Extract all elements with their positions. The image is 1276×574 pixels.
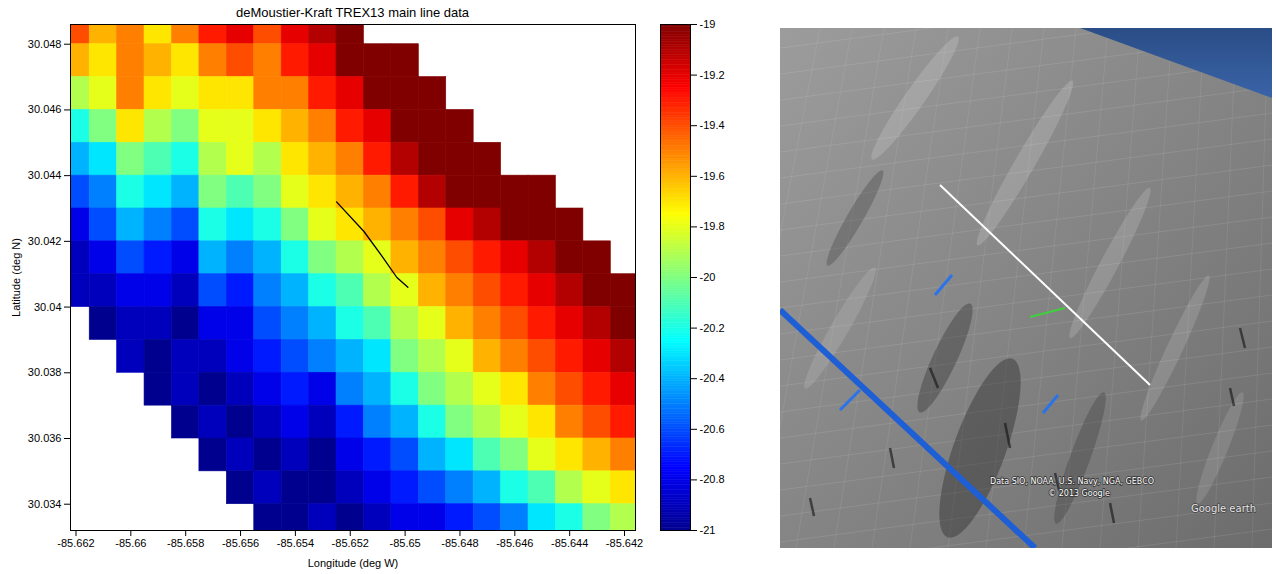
svg-text:-85.642: -85.642 (606, 537, 643, 549)
svg-text:30.036: 30.036 (28, 432, 62, 444)
svg-text:-19: -19 (700, 18, 716, 30)
svg-text:-19.4: -19.4 (700, 119, 725, 131)
svg-text:-20: -20 (700, 271, 716, 283)
svg-text:-20.8: -20.8 (700, 473, 725, 485)
svg-text:Data SIO, NOAA, U.S. Navy, NGA: Data SIO, NOAA, U.S. Navy, NGA, GEBCO (990, 477, 1154, 486)
svg-text:-85.652: -85.652 (332, 537, 369, 549)
svg-text:-19.6: -19.6 (700, 170, 725, 182)
svg-text:30.048: 30.048 (28, 38, 62, 50)
svg-text:-85.648: -85.648 (441, 537, 478, 549)
svg-text:-21: -21 (700, 524, 716, 536)
svg-text:-85.646: -85.646 (496, 537, 533, 549)
svg-text:Google earth: Google earth (1191, 503, 1256, 514)
svg-text:-20.6: -20.6 (700, 423, 725, 435)
svg-text:-19.2: -19.2 (700, 69, 725, 81)
svg-text:Longitude (deg W): Longitude (deg W) (308, 557, 399, 569)
svg-text:30.046: 30.046 (28, 103, 62, 115)
svg-text:30.04: 30.04 (34, 301, 62, 313)
svg-text:-85.644: -85.644 (551, 537, 588, 549)
svg-text:-85.66: -85.66 (115, 537, 146, 549)
svg-text:© 2013 Google: © 2013 Google (1048, 489, 1110, 498)
svg-text:Latitude (deg N): Latitude (deg N) (10, 238, 22, 317)
svg-text:30.042: 30.042 (28, 235, 62, 247)
svg-text:-85.654: -85.654 (277, 537, 314, 549)
svg-text:-20.4: -20.4 (700, 372, 725, 384)
svg-text:30.044: 30.044 (28, 169, 62, 181)
svg-text:-19.8: -19.8 (700, 220, 725, 232)
svg-text:-85.658: -85.658 (167, 537, 204, 549)
svg-text:-85.656: -85.656 (222, 537, 259, 549)
svg-text:-85.662: -85.662 (57, 537, 94, 549)
svg-text:30.038: 30.038 (28, 366, 62, 378)
svg-text:30.034: 30.034 (28, 498, 62, 510)
svg-text:-20.2: -20.2 (700, 322, 725, 334)
html-text:deMoustier-Kraft TREX13 main l: deMoustier-Kraft TREX13 main line data (235, 5, 470, 20)
svg-text:-85.65: -85.65 (390, 537, 421, 549)
